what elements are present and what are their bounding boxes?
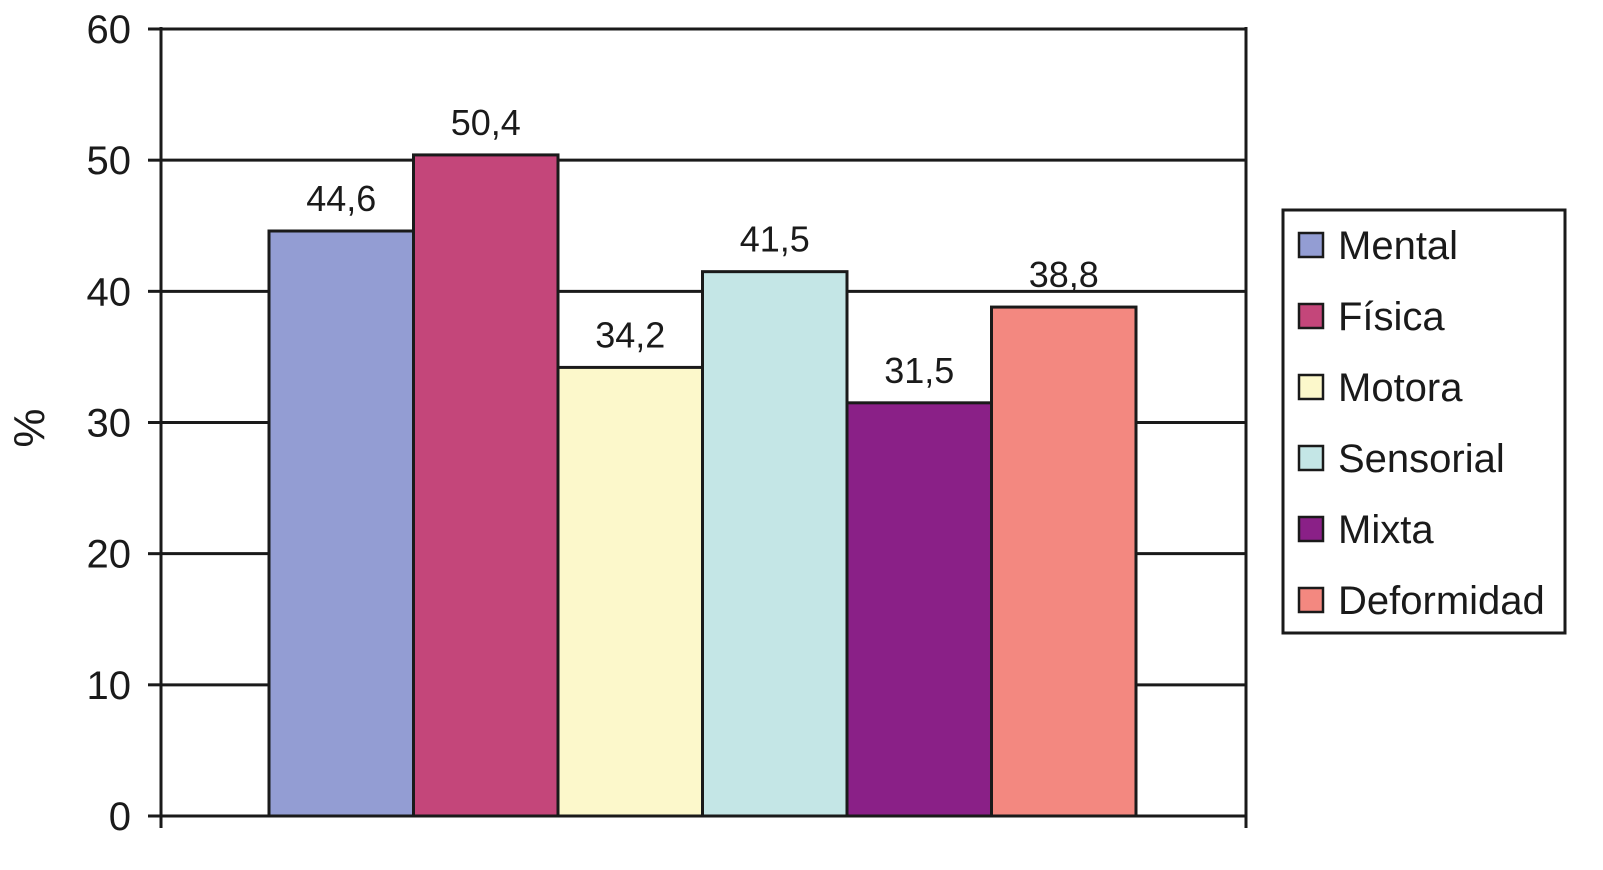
y-tick-label: 0	[109, 795, 131, 839]
legend-swatch-mental	[1297, 231, 1325, 259]
legend-swatch-deformidad	[1297, 586, 1325, 614]
legend-label: Motora	[1338, 366, 1463, 410]
legend-box	[1281, 208, 1567, 635]
data-label: 38,8	[1029, 254, 1099, 295]
y-tick-label: 10	[87, 664, 132, 708]
y-tick-label: 30	[87, 402, 132, 446]
bar-motora	[556, 365, 704, 818]
y-tick-label: 20	[87, 533, 132, 577]
data-label: 50,4	[451, 102, 521, 143]
legend-swatch-física	[1297, 302, 1325, 330]
bar-física	[412, 153, 560, 818]
legend-swatch-sensorial	[1297, 444, 1325, 472]
legend-label: Mental	[1338, 224, 1458, 268]
legend-label: Deformidad	[1338, 579, 1545, 623]
legend: Mental Física Motora Sensorial Mixta Deformid…	[1281, 208, 1567, 635]
bar-mixta	[845, 401, 993, 818]
y-axis-title: %	[5, 408, 54, 447]
legend-label: Sensorial	[1338, 437, 1505, 481]
bar-deformidad	[990, 305, 1138, 818]
bar-mental	[267, 229, 415, 818]
legend-label: Física	[1338, 295, 1445, 339]
legend-swatch-motora	[1297, 373, 1325, 401]
y-tick-label: 60	[87, 8, 132, 52]
data-label: 34,2	[595, 314, 665, 355]
y-tick-label: 50	[87, 139, 132, 183]
bars	[267, 153, 1138, 818]
data-label: 41,5	[740, 219, 810, 260]
legend-label: Mixta	[1338, 508, 1434, 552]
bar-sensorial	[701, 270, 849, 818]
y-axis-ticks: 0 10 20 30 40 50 60	[87, 8, 161, 839]
y-tick-label: 40	[87, 270, 132, 314]
data-labels: 44,6 50,4 34,2 41,5 31,5 38,8	[306, 102, 1099, 391]
data-label: 31,5	[884, 350, 954, 391]
legend-swatch-mixta	[1297, 515, 1325, 543]
data-label: 44,6	[306, 178, 376, 219]
